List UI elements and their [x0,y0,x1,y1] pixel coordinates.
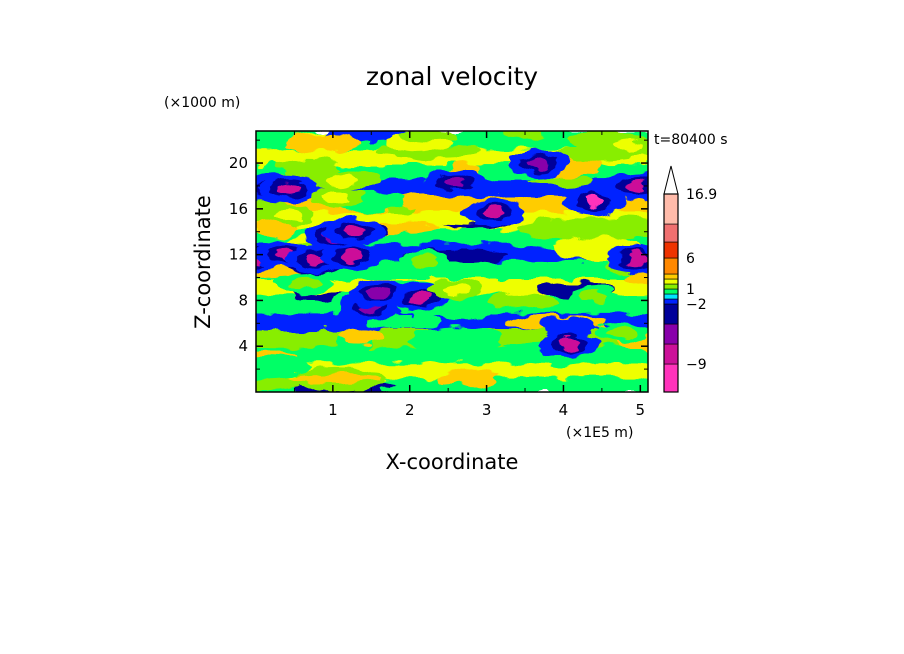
colorbar-frame [663,193,679,393]
field-structure [289,373,379,384]
colorbar-segment [663,293,679,300]
field-structure [409,327,503,354]
colorbar-segment [663,223,679,243]
feature-core [342,250,363,263]
field-structure [338,328,385,344]
y-tick-label: 4 [238,337,248,355]
x-tick-label: 1 [328,401,338,419]
y-axis-label: Z-coordinate [191,195,215,329]
feature-core [441,282,470,295]
feature-core [558,337,579,350]
field-structure [528,176,591,187]
x-tick-label: 4 [559,401,569,419]
field-structure [623,269,648,288]
colorbar-segment [663,363,679,393]
colorbar-segment [663,323,679,345]
colorbar-label: 6 [686,251,695,267]
feature-core [607,326,636,339]
feature-core [584,195,605,208]
field-structure [437,303,491,320]
x-tick-label: 5 [636,401,646,419]
colorbar-segment [663,257,679,275]
feature-core [626,179,647,192]
feature-core [580,290,609,303]
y-tick-label: 8 [238,291,248,309]
feature-core [444,176,465,189]
feature-core [528,157,549,170]
feature-core [305,253,326,266]
feature-core [279,182,300,195]
feature-core [344,224,365,237]
field-structure [400,193,448,210]
field-structure [256,355,309,379]
colorbar-segment [663,241,679,259]
y-tick-label: 16 [229,200,248,218]
x-unit-label: (×1E5 m) [566,425,633,441]
field-structure [284,133,360,152]
feature-core [484,206,505,219]
x-tick-label: 2 [405,401,415,419]
colorbar-extension [663,165,679,195]
colorbar-segment [663,193,679,225]
field-structure [519,217,613,241]
x-axis-label: X-coordinate [386,450,519,474]
x-tick-label: 3 [482,401,492,419]
colorbar: 16.9 6 1−2 −9 [663,165,717,393]
colorbar-segment [663,278,679,285]
colorbar-label: 16.9 [686,187,717,203]
y-axis-ticks: 4 8 12 16 20 [229,139,648,370]
feature-core [272,208,301,221]
colorbar-segment [663,283,679,290]
y-tick-label: 12 [229,246,248,264]
colorbar-segment [663,273,679,280]
feature-core [368,287,389,300]
colorbar-segment [663,288,679,295]
velocity-field [256,131,648,392]
feature-core [411,254,440,267]
colorbar-segment [663,343,679,365]
feature-core [322,191,351,204]
y-unit-label: (×1000 m) [164,95,240,111]
colorbar-segment [663,298,679,305]
feature-core [411,290,432,303]
field-structure [432,384,492,392]
field-structure [503,131,542,140]
chart-title: zonal velocity [366,62,538,91]
field-structure [274,158,341,175]
field-structure [488,293,557,308]
feature-core [290,277,319,290]
x-axis-ticks: 1 2 3 4 5 [293,131,646,419]
field-structure [448,368,498,388]
feature-core [614,139,643,152]
field-structure [399,131,460,143]
colorbar-label: −2 [686,297,707,313]
colorbar-label: 1 [686,282,695,298]
velocity-field-layers [256,131,648,392]
feature-core [328,174,357,187]
y-tick-label: 20 [229,154,248,172]
plot-frame [255,130,649,393]
time-label: t=80400 s [654,132,728,148]
feature-core [626,253,647,266]
colorbar-segment [663,303,679,325]
colorbar-label: −9 [686,357,707,373]
